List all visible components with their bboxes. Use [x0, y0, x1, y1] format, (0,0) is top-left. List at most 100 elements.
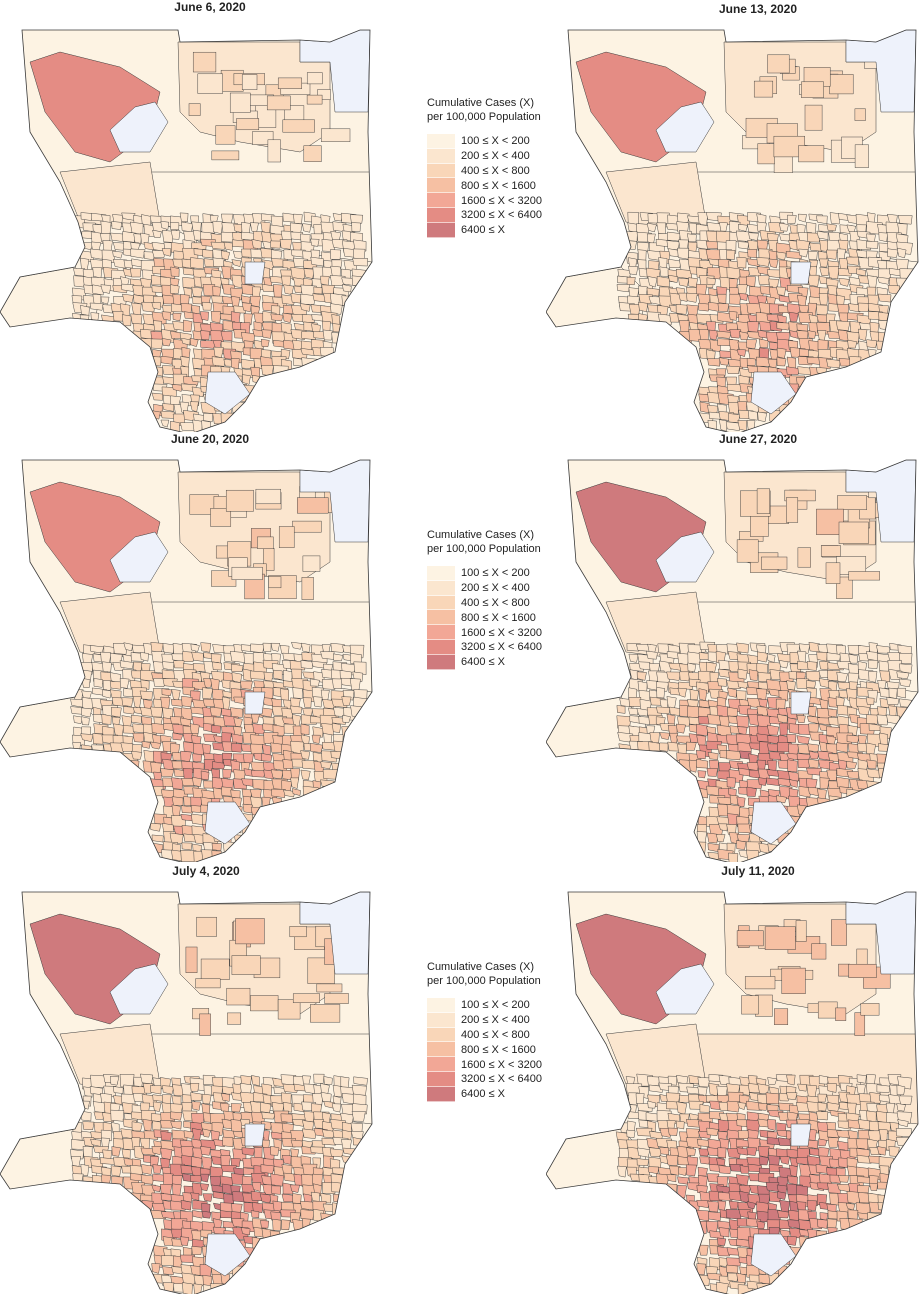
- zip-region: [293, 214, 302, 224]
- zip-region: [213, 286, 221, 296]
- zip-region: [192, 652, 204, 661]
- zip-region: [227, 988, 250, 1005]
- zip-region: [284, 285, 294, 295]
- zip-region: [696, 750, 706, 759]
- legend-title: Cumulative Cases (X) per 100,000 Populat…: [427, 960, 577, 988]
- zip-region: [221, 331, 232, 341]
- zip-region: [680, 672, 690, 681]
- zip-region: [758, 276, 769, 285]
- zip-region: [198, 74, 223, 94]
- zip-region: [678, 213, 690, 223]
- zip-region: [184, 1131, 194, 1139]
- zip-region: [718, 797, 732, 805]
- zip-region: [698, 1175, 707, 1186]
- zip-region: [73, 742, 81, 750]
- zip-region: [92, 745, 104, 754]
- legend-item: 1600 ≤ X < 3200: [427, 1057, 577, 1072]
- zip-region: [333, 741, 345, 752]
- zip-region: [342, 697, 352, 706]
- zip-region: [182, 1283, 192, 1294]
- zip-region: [290, 706, 302, 714]
- zip-region: [200, 1146, 211, 1155]
- zip-region: [789, 312, 798, 321]
- zip-region: [808, 1140, 818, 1149]
- zip-region: [73, 1174, 84, 1184]
- zip-region: [227, 1013, 240, 1024]
- zip-region: [332, 723, 341, 733]
- zip-region: [627, 241, 636, 250]
- zip-region: [310, 743, 323, 752]
- zip-region: [353, 258, 368, 266]
- zip-region: [718, 303, 729, 312]
- zip-region: [160, 1148, 172, 1160]
- zip-regions: [0, 30, 372, 432]
- panel-title-4: June 27, 2020: [608, 432, 908, 446]
- zip-region: [301, 770, 310, 780]
- zip-region: [676, 1121, 684, 1129]
- zip-region: [102, 714, 112, 724]
- legend-swatch: [427, 596, 455, 611]
- zip-region: [897, 688, 906, 698]
- zip-region: [268, 140, 281, 162]
- zip-region: [867, 1074, 876, 1085]
- zip-region: [160, 1184, 172, 1194]
- zip-region: [855, 109, 866, 121]
- zip-region: [290, 926, 307, 937]
- zip-region: [223, 769, 232, 778]
- zip-region: [617, 284, 630, 292]
- zip-region: [779, 223, 788, 231]
- zip-region: [777, 358, 786, 367]
- zip-region: [679, 278, 689, 287]
- zip-region: [647, 312, 661, 325]
- legend-item: 800 ≤ X < 1600: [427, 1042, 577, 1057]
- zip-region: [80, 1111, 91, 1121]
- legend-title: Cumulative Cases (X) per 100,000 Populat…: [427, 96, 577, 124]
- legend-swatch: [427, 1042, 455, 1057]
- zip-region: [782, 968, 806, 994]
- zip-region: [192, 754, 201, 762]
- zip-region: [788, 760, 798, 772]
- zip-region: [798, 548, 811, 568]
- zip-region: [647, 1077, 660, 1086]
- legend-item: 1600 ≤ X < 3200: [427, 193, 577, 208]
- zip-region: [122, 315, 131, 326]
- zip-region: [90, 249, 103, 259]
- zip-region: [748, 322, 759, 333]
- zip-region: [787, 1093, 798, 1100]
- zip-region: [676, 724, 685, 733]
- zip-region: [352, 1085, 367, 1095]
- zip-region: [273, 285, 282, 298]
- zip-region: [131, 314, 143, 325]
- zip-region: [152, 723, 165, 734]
- zip-region: [292, 669, 302, 680]
- legend-item: 1600 ≤ X < 3200: [427, 625, 577, 640]
- zip-region: [231, 358, 239, 369]
- zip-region: [836, 777, 849, 787]
- zip-region: [878, 1202, 892, 1211]
- zip-region: [897, 672, 909, 679]
- zip-region: [867, 340, 878, 348]
- zip-region: [868, 660, 878, 669]
- zip-region: [101, 221, 111, 234]
- legend-title-line1: Cumulative Cases (X): [427, 960, 577, 974]
- zip-region: [758, 1084, 769, 1094]
- zip-region: [152, 393, 163, 400]
- zip-region: [283, 1102, 292, 1112]
- zip-region: [830, 74, 854, 94]
- zip-region: [330, 250, 341, 260]
- zip-region: [836, 321, 850, 331]
- zip-region: [293, 1193, 302, 1203]
- zip-region: [888, 249, 899, 258]
- zip-region: [197, 917, 217, 936]
- zip-region: [312, 735, 320, 744]
- zip-region: [189, 104, 200, 116]
- zip-region: [812, 944, 826, 959]
- zip-region: [325, 993, 349, 1003]
- zip-region: [282, 1220, 291, 1230]
- zip-region: [261, 222, 271, 233]
- zip-region: [797, 324, 808, 332]
- zip-region: [111, 707, 121, 717]
- panel-title-6: July 11, 2020: [608, 864, 908, 878]
- zip-region: [668, 1128, 678, 1136]
- zip-region: [192, 1102, 201, 1111]
